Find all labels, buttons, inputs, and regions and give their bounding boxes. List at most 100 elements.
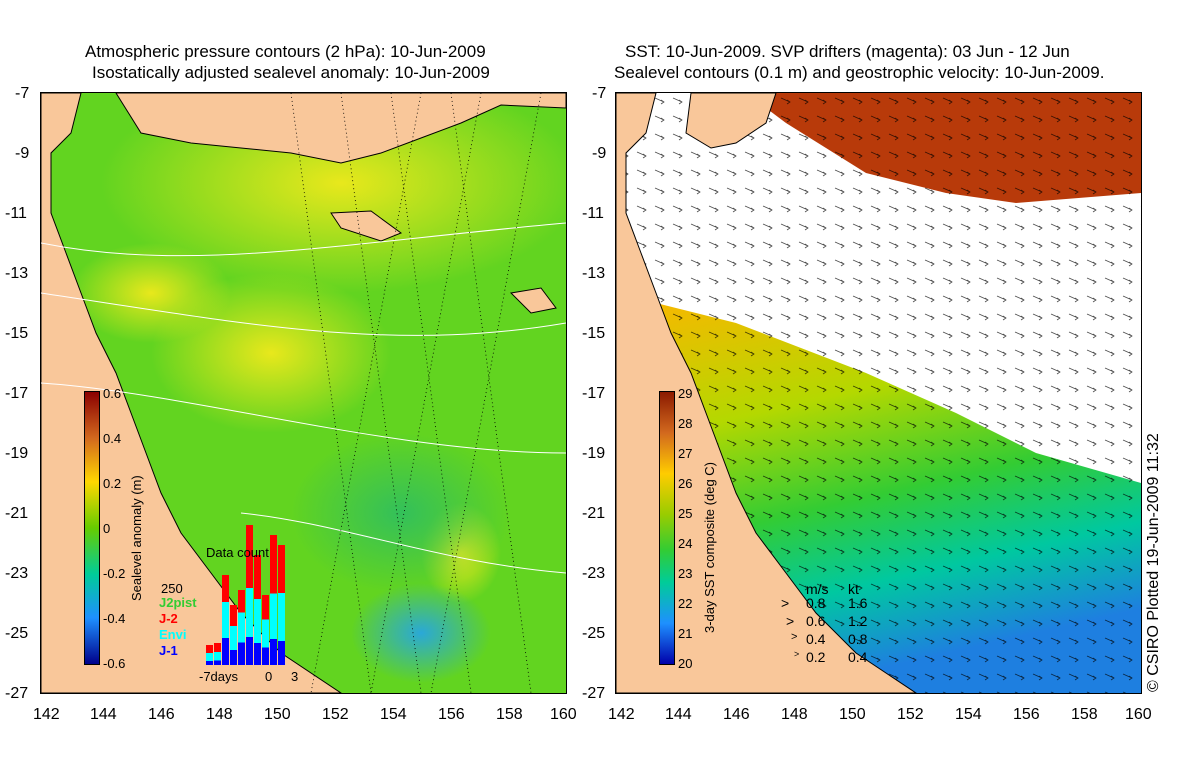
png-land (115, 93, 566, 164)
velocity-legend-kt: 1.2 (848, 613, 868, 629)
x-tick: 148 (206, 706, 233, 723)
left-title-line2: Isostatically adjusted sealevel anomaly:… (92, 63, 490, 82)
velocity-legend-header-kt: kt (848, 581, 859, 597)
colorbar-tick: 0.2 (103, 476, 122, 491)
y-tick: -27 (582, 685, 606, 702)
velocity-legend-kt: 0.8 (848, 631, 868, 647)
data-count-box: Data count (206, 513, 296, 665)
colorbar-tick: 24 (678, 536, 693, 551)
y-tick: -13 (5, 265, 29, 282)
data-count-title: Data count (206, 545, 269, 560)
y-tick: -25 (582, 625, 606, 642)
anomaly-low-region (291, 433, 511, 593)
sst-map: 29 28 27 26 25 24 23 22 21 20 3-day SST … (615, 92, 1142, 694)
colorbar-tick: 23 (678, 566, 693, 581)
credit-text: © CSIRO Plotted 19-Jun-2009 11:32 (1145, 433, 1162, 692)
y-tick: -25 (5, 625, 29, 642)
left-title-line1: Atmospheric pressure contours (2 hPa): 1… (85, 42, 486, 61)
mission-legend: J-2 (159, 611, 178, 626)
colorbar-tick: 0.4 (103, 431, 122, 446)
island (330, 210, 403, 242)
colorbar-tick: -0.4 (103, 611, 126, 626)
x-tick: 150 (839, 706, 866, 723)
colorbar-tick: 25 (678, 506, 693, 521)
velocity-legend-ms: 0.8 (806, 595, 826, 611)
velocity-legend-kt: 1.6 (848, 595, 868, 611)
y-tick: -27 (5, 685, 29, 702)
y-tick: -21 (582, 505, 606, 522)
mission-legend: Envi (159, 627, 187, 642)
x-tick: 154 (380, 706, 407, 723)
y-tick: -9 (15, 145, 30, 162)
colorbar-tick: 22 (678, 596, 693, 611)
velocity-legend-arrow-icon: > (781, 595, 790, 611)
y-tick: -11 (582, 205, 604, 222)
x-tick: 156 (1013, 706, 1040, 723)
y-tick: -23 (5, 565, 29, 582)
australia-land (616, 93, 917, 693)
pressure-contour (41, 222, 566, 257)
y-tick: -15 (582, 325, 606, 342)
right-title-line2: Sealevel contours (0.1 m) and geostrophi… (614, 63, 1105, 82)
y-tick: -17 (5, 385, 29, 402)
colorbar-label: Sealevel anomaly (m) (129, 475, 144, 601)
colorbar-tick: 0 (103, 521, 111, 536)
satellite-tracks (290, 93, 542, 693)
x-tick: 144 (665, 706, 692, 723)
x-tick: 148 (781, 706, 808, 723)
colorbar-tick: -0.6 (103, 656, 126, 671)
right-title-line1: SST: 10-Jun-2009. SVP drifters (magenta)… (625, 42, 1070, 61)
mission-legend: J-1 (159, 643, 178, 658)
y-tick: -13 (582, 265, 606, 282)
sealevel-map-svg (41, 93, 566, 693)
colorbar-tick: 27 (678, 446, 693, 461)
anomaly-high-region (71, 243, 231, 343)
pressure-contour (240, 512, 566, 574)
colorbar-tick: 20 (678, 656, 693, 671)
velocity-legend-arrow-icon: > (794, 649, 800, 659)
y-tick: -17 (582, 385, 606, 402)
y-tick: -15 (5, 325, 29, 342)
sealevel-colorbar (84, 391, 100, 665)
colorbar-tick: 21 (678, 626, 693, 641)
y-tick: -9 (592, 145, 607, 162)
data-count-max: 250 (161, 581, 183, 596)
x-tick: 150 (264, 706, 291, 723)
velocity-legend-ms: 0.4 (806, 631, 826, 647)
sst-colorbar (659, 391, 675, 665)
x-tick: 144 (90, 706, 117, 723)
y-tick: -23 (582, 565, 606, 582)
velocity-legend-kt: 0.4 (848, 649, 868, 665)
y-tick: -7 (592, 85, 607, 102)
colorbar-label: 3-day SST composite (deg C) (702, 462, 717, 633)
pressure-contour (41, 382, 566, 454)
velocity-legend-arrow-icon: > (786, 613, 795, 629)
data-count-xtick: 0 (265, 669, 273, 684)
x-tick: 158 (1071, 706, 1098, 723)
velocity-legend-arrow-icon: > (791, 631, 798, 643)
y-tick: -7 (15, 85, 30, 102)
colorbar-tick: -0.2 (103, 566, 126, 581)
x-tick: 156 (438, 706, 465, 723)
velocity-legend-ms: 0.6 (806, 613, 826, 629)
x-tick: 142 (608, 706, 635, 723)
x-tick: 160 (550, 706, 577, 723)
y-tick: -11 (5, 205, 27, 222)
data-count-xtick: 3 (291, 669, 299, 684)
velocity-legend-ms: 0.2 (806, 649, 826, 665)
x-tick: 146 (723, 706, 750, 723)
y-tick: -21 (5, 505, 29, 522)
mission-legend: J2pist (159, 595, 197, 610)
x-tick: 160 (1125, 706, 1152, 723)
island (509, 287, 557, 314)
x-tick: 152 (322, 706, 349, 723)
colorbar-tick: 26 (678, 476, 693, 491)
data-count-xtick: -7days (199, 669, 239, 684)
velocity-legend-header-ms: m/s (806, 581, 829, 597)
colorbar-tick: 29 (678, 386, 693, 401)
pressure-contour (41, 292, 566, 336)
y-tick: -19 (582, 445, 606, 462)
sst-map-svg (616, 93, 1141, 693)
x-tick: 146 (148, 706, 175, 723)
png-land (685, 93, 777, 149)
